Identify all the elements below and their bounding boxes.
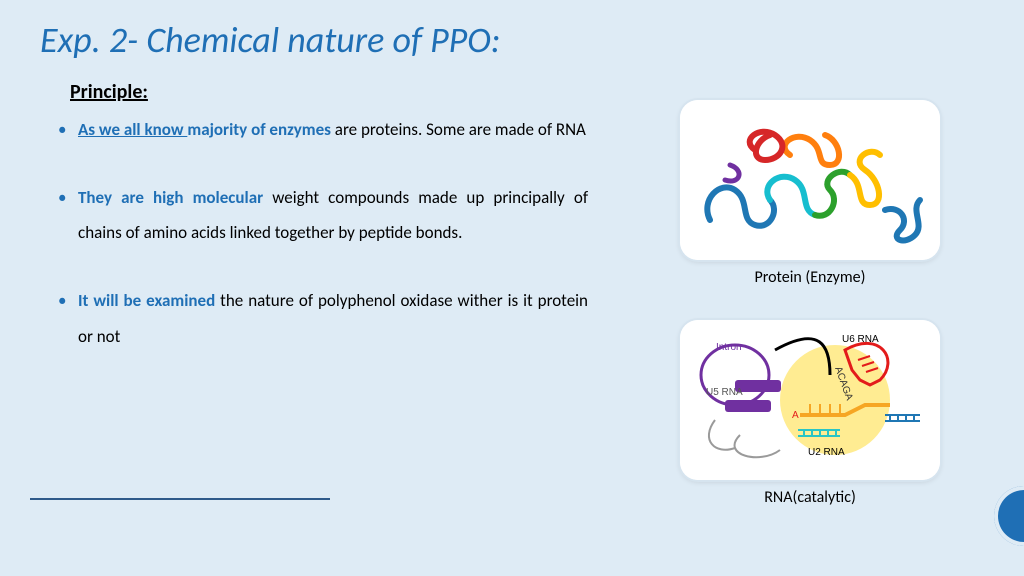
label-u5: U5 RNA: [706, 387, 743, 398]
rna-svg: Intron U5 RNA U6 RNA U2 RNA ACAGA A: [680, 320, 940, 480]
bullet-list: As we all know majority of enzymes are p…: [58, 112, 588, 386]
label-u2: U2 RNA: [808, 447, 845, 458]
bullet-1-lead: As we all know: [78, 119, 187, 140]
label-u6: U6 RNA: [842, 334, 879, 345]
decorative-underline: [30, 498, 330, 500]
bullet-1-rest: are proteins. Some are made of RNA: [331, 119, 586, 140]
figure-rna-caption: RNA(catalytic): [680, 488, 940, 507]
principle-heading: Principle:: [70, 80, 148, 104]
protein-ribbon-svg: [680, 100, 940, 260]
figure-rna: Intron U5 RNA U6 RNA U2 RNA ACAGA A: [680, 320, 940, 480]
figure-protein: [680, 100, 940, 260]
svg-text:A: A: [792, 410, 799, 421]
slide-title: Exp. 2- Chemical nature of PPO:: [40, 18, 500, 62]
bullet-2: They are high molecular weight compounds…: [58, 180, 588, 251]
bullet-2-lead: They are high molecular: [78, 187, 263, 208]
bullet-1-strong: majority of enzymes: [187, 119, 331, 140]
figure-protein-caption: Protein (Enzyme): [680, 268, 940, 287]
label-intron: Intron: [716, 342, 742, 353]
bullet-3-lead: It will be examined: [78, 290, 215, 311]
bullet-3: It will be examined the nature of polyph…: [58, 283, 588, 354]
corner-decoration: [994, 486, 1024, 546]
bullet-1: As we all know majority of enzymes are p…: [58, 112, 588, 148]
